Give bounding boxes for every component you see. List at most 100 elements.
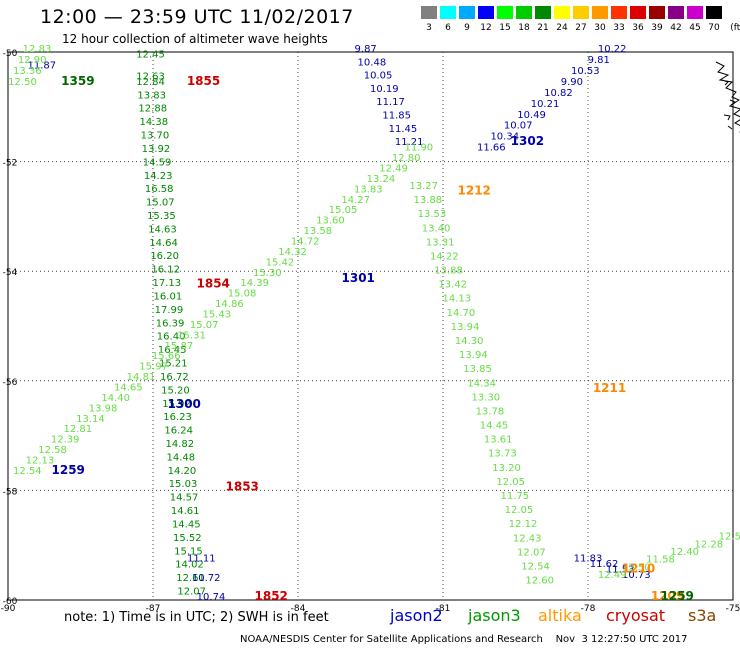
pass-time-labels: 1359 1855 1302 1212 1854 1301 1211 1300 1259 1853…: [52, 74, 694, 603]
colorbar-swatch: [668, 6, 684, 19]
swh-value-label: 13.83: [354, 184, 383, 195]
swh-value-label: 13.27: [409, 181, 438, 192]
swh-value-label: 15.20: [161, 385, 190, 396]
swh-value-label: 13.92: [142, 144, 171, 155]
y-tick-label: -60: [3, 597, 18, 607]
swh-value-label: 16.72: [160, 372, 189, 383]
colorbar-swatch: [440, 6, 456, 19]
swh-value-label: 13.98: [89, 403, 118, 414]
swh-value-label: 10.34: [490, 132, 519, 143]
swh-value-label: 14.70: [447, 308, 476, 319]
swh-value-label: 10.22: [598, 44, 627, 55]
swh-value-label: 11.45: [389, 124, 418, 135]
swh-value-label: 10.21: [531, 99, 560, 110]
y-tick-label: -58: [3, 487, 18, 497]
legend-item-jason3: jason3: [468, 606, 521, 625]
swh-value-label: 14.13: [442, 294, 471, 305]
legend-item-altika: altika: [538, 606, 582, 625]
legend-item-s3a: s3a: [688, 606, 717, 625]
swh-value-label: 10.73: [622, 570, 651, 581]
pass-time-label: 1302: [511, 134, 544, 148]
map-frame: [7, 51, 734, 601]
swh-value-label: 12.05: [505, 505, 534, 516]
colorbar-label: 70: [708, 23, 720, 33]
coastline: [715, 61, 740, 133]
x-tick-label: -81: [436, 604, 451, 614]
swh-value-label: 16.39: [156, 318, 185, 329]
swh-value-label: 14.22: [430, 251, 459, 262]
swh-value-label: 12.07: [517, 547, 546, 558]
pass-time-label: 1854: [197, 277, 230, 291]
colorbar-swatch: [573, 6, 589, 19]
altimeter-tracks: 12.84 13.83 12.88 14.38 13.70 13.92 14.59 14.23…: [8, 44, 740, 603]
swh-value-label: 15.35: [147, 211, 176, 222]
swh-value-label: 14.81: [127, 372, 156, 383]
swh-value-label: 16.12: [151, 265, 180, 276]
swh-value-label: 10.82: [544, 88, 573, 99]
swh-value-label: 14.02: [175, 560, 204, 571]
colorbar-swatch: [478, 6, 494, 19]
colorbar-swatch: [459, 6, 475, 19]
swh-value-label: 15.03: [169, 479, 198, 490]
colorbar-label: 33: [613, 23, 625, 33]
colorbar-swatch: [592, 6, 608, 19]
colorbar-unit: (ft): [730, 23, 740, 33]
colorbar-swatch: [687, 6, 703, 19]
pass-time-label: 1359: [61, 74, 94, 88]
swh-value-label: 10.49: [517, 110, 546, 121]
swh-value-label: 13.53: [418, 209, 447, 220]
y-tick-label: -50: [3, 49, 18, 59]
swh-value-label: 10.48: [358, 57, 387, 68]
swh-value-label: 14.20: [168, 466, 197, 477]
swh-value-label: 14.23: [144, 171, 173, 182]
swh-value-label: 12.49: [598, 570, 627, 581]
swh-value-label: 13.88: [434, 266, 463, 277]
swh-value-label: 15.08: [228, 289, 257, 300]
swh-value-label: 14.65: [114, 383, 143, 394]
swh-value-label: 12.84: [136, 77, 165, 88]
pass-time-label: 1855: [187, 74, 220, 88]
swh-value-label: 12.90: [18, 55, 47, 66]
swh-value-label: 12.54: [719, 532, 740, 543]
swh-value-label: 9.81: [588, 55, 610, 66]
swh-value-label: 9.90: [561, 77, 583, 88]
swh-value-label: 11.21: [395, 137, 424, 148]
swh-value-label: 11.90: [405, 143, 434, 154]
swh-value-label: 12.88: [138, 104, 167, 115]
swh-value-label: 12.50: [622, 562, 651, 573]
swh-value-label: 12.13: [26, 456, 55, 467]
swh-value-label: 13.58: [303, 226, 332, 237]
colorbar-label: 36: [632, 23, 644, 33]
swh-value-label: 11.85: [382, 111, 411, 122]
swh-value-label: 13.94: [459, 350, 488, 361]
swh-value-label: 9.87: [355, 44, 377, 55]
page-subtitle: 12 hour collection of altimeter wave hei…: [62, 32, 328, 46]
swh-value-label: 14.48: [167, 452, 196, 463]
swh-value-label: 13.30: [471, 392, 500, 403]
swh-value-label: 11.75: [500, 491, 529, 502]
swh-value-label: 13.24: [367, 174, 396, 185]
colorbar-swatch: [497, 6, 513, 19]
swh-value-label: 12.54: [13, 466, 42, 477]
swh-value-label: 13.60: [316, 216, 345, 227]
swh-value-label: 17.13: [152, 278, 181, 289]
pass-time-label: 1210: [622, 562, 655, 576]
swh-value-label: 14.45: [172, 519, 201, 530]
credit-line: NOAA/NESDIS Center for Satellite Applica…: [240, 634, 688, 645]
swh-value-label: 10.07: [504, 121, 533, 132]
swh-value-label: 12.54: [521, 561, 550, 572]
swh-value-label: 15.05: [329, 205, 358, 216]
swh-value-label: 12.12: [509, 519, 538, 530]
swh-value-label: 12.43: [513, 533, 542, 544]
swh-value-label: 11.83: [574, 554, 603, 565]
swh-value-label: 11.17: [376, 97, 405, 108]
swh-value-label: 13.83: [137, 90, 166, 101]
swh-value-label: 12.49: [379, 163, 408, 174]
swh-value-label: 14.82: [165, 439, 194, 450]
swh-value-label: 16.23: [163, 412, 192, 423]
pass-time-label: 1300: [168, 397, 201, 411]
swh-value-label: 13.73: [488, 449, 517, 460]
swh-value-label: 16.20: [150, 251, 179, 262]
swh-value-label: 14.40: [101, 393, 130, 404]
